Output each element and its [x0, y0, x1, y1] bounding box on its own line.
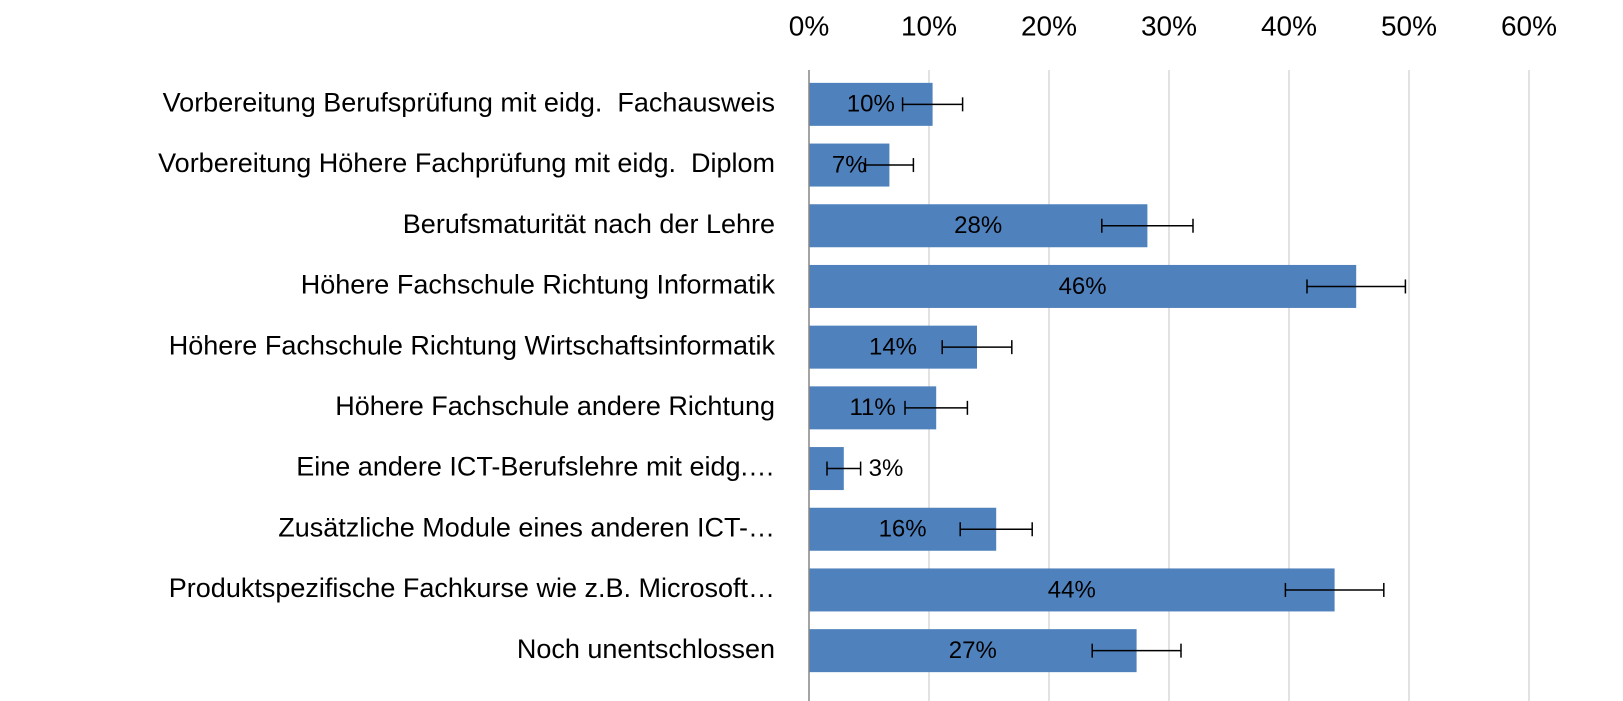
value-label: 3% — [869, 455, 904, 482]
y-tick-label: Vorbereitung Berufsprüfung mit eidg. Fac… — [163, 87, 775, 117]
value-label: 27% — [949, 637, 997, 664]
value-label: 7% — [832, 151, 867, 178]
x-tick-label: 20% — [1021, 10, 1077, 41]
value-label: 46% — [1059, 273, 1107, 300]
y-tick-label: Vorbereitung Höhere Fachprüfung mit eidg… — [158, 148, 775, 178]
bar — [809, 204, 1148, 248]
y-tick-label: Höhere Fachschule andere Richtung — [335, 391, 775, 421]
y-tick-label: Eine andere ICT-Berufslehre mit eidg.… — [296, 452, 775, 482]
y-tick-label: Berufsmaturität nach der Lehre — [403, 209, 775, 239]
value-label: 28% — [954, 212, 1002, 239]
bar — [809, 568, 1335, 612]
y-tick-label: Noch unentschlossen — [517, 634, 775, 664]
bar — [809, 629, 1137, 673]
x-tick-label: 40% — [1261, 10, 1317, 41]
value-label: 10% — [847, 91, 895, 118]
value-label: 44% — [1048, 576, 1096, 603]
x-tick-label: 50% — [1381, 10, 1437, 41]
x-tick-label: 10% — [901, 10, 957, 41]
bar — [809, 264, 1357, 308]
y-tick-label: Produktspezifische Fachkurse wie z.B. Mi… — [169, 573, 775, 603]
y-tick-label: Höhere Fachschule Richtung Wirtschaftsin… — [169, 330, 776, 360]
x-tick-label: 60% — [1501, 10, 1557, 41]
value-label: 14% — [869, 333, 917, 360]
y-tick-label: Höhere Fachschule Richtung Informatik — [301, 270, 776, 300]
x-tick-label: 0% — [789, 10, 829, 41]
x-tick-label: 30% — [1141, 10, 1197, 41]
value-label: 11% — [849, 394, 895, 421]
value-label: 16% — [879, 516, 927, 543]
y-tick-label: Zusätzliche Module eines anderen ICT-… — [278, 512, 775, 542]
